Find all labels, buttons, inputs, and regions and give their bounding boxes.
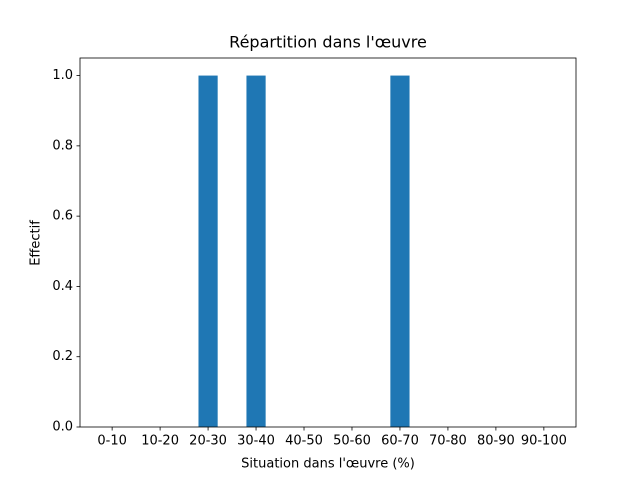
plot-frame — [79, 57, 577, 428]
y-tick-label: 0.0 — [52, 420, 73, 435]
x-tick-label: 60-70 — [381, 434, 419, 449]
x-axis-label: Situation dans l'œuvre (%) — [241, 457, 415, 472]
x-tick-label: 70-80 — [429, 434, 467, 449]
y-tick-label: 1.0 — [52, 68, 73, 83]
y-tick-label: 0.4 — [52, 279, 73, 294]
bar — [198, 75, 218, 428]
x-tick-label: 30-40 — [237, 434, 275, 449]
y-tick-label: 0.6 — [52, 209, 73, 224]
x-tick-label: 10-20 — [141, 434, 179, 449]
x-tick-label: 90-100 — [521, 434, 567, 449]
y-tick-label: 0.8 — [52, 138, 73, 153]
x-tick-label: 0-10 — [97, 434, 127, 449]
chart-title: Répartition dans l'œuvre — [229, 33, 427, 52]
x-tick-label: 20-30 — [189, 434, 227, 449]
bar — [390, 75, 410, 428]
x-tick-label: 80-90 — [477, 434, 515, 449]
y-axis-label: Effectif — [29, 220, 44, 266]
x-tick-label: 40-50 — [285, 434, 323, 449]
bar — [246, 75, 266, 428]
x-tick-label: 50-60 — [333, 434, 371, 449]
y-tick-label: 0.2 — [52, 349, 73, 364]
